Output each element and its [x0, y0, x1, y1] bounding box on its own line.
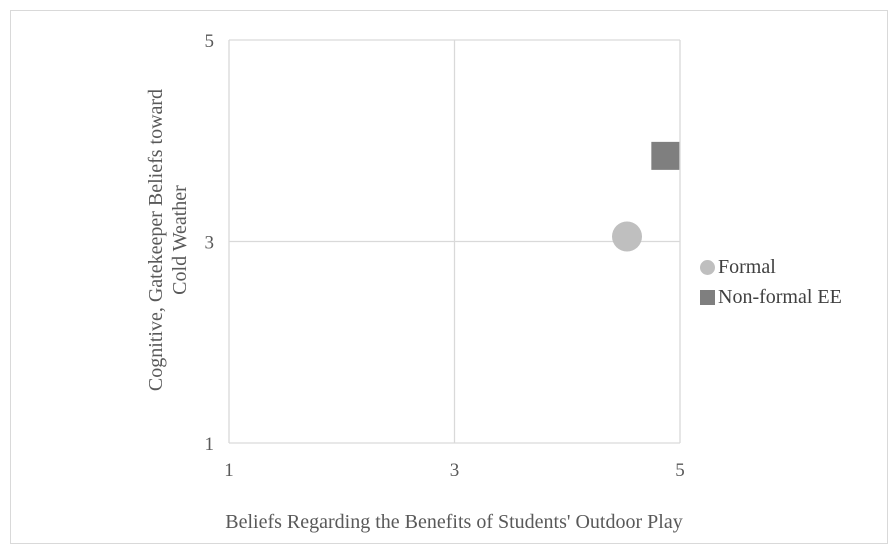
grid-lines — [228, 39, 681, 444]
point-nonformal-ee — [651, 141, 680, 170]
legend: Formal Non-formal EE — [700, 252, 842, 312]
legend-label-formal: Formal — [718, 255, 776, 278]
x-tick-label-1: 1 — [224, 460, 234, 481]
tick-labels: 1 3 5 1 3 5 — [205, 31, 685, 481]
data-points — [612, 141, 680, 252]
y-axis-label-line2: Cold Weather — [169, 185, 191, 295]
chart-frame — [10, 10, 888, 544]
legend-item-formal: Formal — [700, 252, 842, 282]
x-axis-label: Beliefs Regarding the Benefits of Studen… — [225, 511, 682, 533]
y-tick-label-3: 3 — [205, 233, 215, 254]
y-tick-label-5: 5 — [205, 31, 215, 52]
x-tick-label-5: 5 — [675, 460, 685, 481]
point-formal — [612, 221, 643, 252]
legend-circle-icon — [700, 259, 715, 275]
y-tick-label-1: 1 — [205, 434, 215, 455]
legend-square-icon — [700, 289, 715, 305]
x-tick-label-3: 3 — [450, 460, 460, 481]
legend-label-nonformal: Non-formal EE — [718, 285, 842, 308]
y-axis-label-line1: Cognitive, Gatekeeper Beliefs toward — [145, 89, 167, 391]
legend-item-nonformal: Non-formal EE — [700, 282, 842, 312]
